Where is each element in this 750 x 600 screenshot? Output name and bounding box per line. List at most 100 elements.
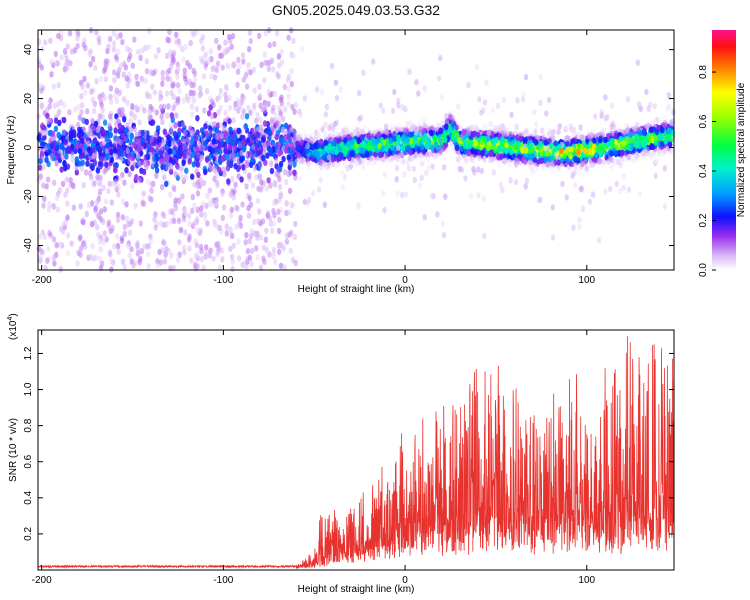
heatmap-cell [36,113,41,120]
heatmap-cell [240,113,245,120]
heatmap-cell [293,101,298,109]
heatmap-cell [173,122,178,129]
heatmap-cell [400,191,405,199]
heatmap-cell [292,169,297,176]
heatmap-cell [129,245,134,253]
heatmap-cell [149,70,155,77]
heatmap-cell [282,83,287,91]
heatmap-cell [671,109,676,116]
heatmap-cell [230,62,236,69]
heatmap-cell [176,65,181,73]
heatmap-cell [74,169,80,176]
heatmap-cell [386,111,391,118]
heatmap-cell [266,65,271,73]
heatmap-cell [240,201,245,208]
heatmap-cell [471,157,476,164]
heatmap-cell [257,140,262,147]
heatmap-cell [121,71,127,78]
heatmap-cell [102,168,107,175]
heatmap-cell [212,175,217,183]
heatmap-cell [613,150,619,157]
heatmap-cell [355,120,361,127]
heatmap-cell [97,148,103,155]
heatmap-cell [45,176,51,183]
heatmap-cell [182,67,187,75]
heatmap-cell [355,154,361,161]
heatmap-cell [274,133,279,141]
heatmap-cell [199,205,204,212]
heatmap-cell [102,206,108,213]
heatmap-cell [199,211,204,218]
heatmap-cell [56,32,61,40]
heatmap-cell [159,158,164,165]
heatmap-cell [272,40,277,48]
heatmap-cell [210,147,216,154]
heatmap-cell [190,193,195,201]
heatmap-cell [246,61,251,69]
heatmap-cell [621,184,626,192]
heatmap-cell [284,178,289,186]
heatmap-cell [156,47,161,54]
heatmap-cell [378,151,383,159]
heatmap-cell [105,153,110,160]
heatmap-cell [193,135,199,142]
heatmap-cell [107,35,113,43]
heatmap-cell [236,255,242,262]
heatmap-cell [214,37,219,45]
heatmap-cell [171,159,176,166]
heatmap-cell [153,53,159,60]
heatmap-cell [160,80,165,88]
heatmap-cell [441,232,447,239]
heatmap-cell [41,124,46,131]
heatmap-cell [192,202,197,209]
heatmap-cell [81,182,86,189]
heatmap-cell [241,108,246,115]
heatmap-cell [171,104,176,112]
heatmap-cell [243,239,248,246]
heatmap-cell [195,161,200,168]
heatmap-cell [338,171,344,178]
heatmap-cell [241,164,246,171]
heatmap-cell [64,55,70,63]
heatmap-cell [109,148,114,155]
heatmap-cell [113,166,118,174]
heatmap-cell [249,228,254,235]
heatmap-cell [47,117,52,124]
heatmap-cell [72,106,78,113]
heatmap-cell [259,61,264,68]
heatmap-cell [256,149,261,157]
heatmap-cell [563,135,569,143]
heatmap-cell [77,235,83,242]
heatmap-cell [456,103,461,110]
heatmap-cell [246,172,252,180]
heatmap-cell [258,162,263,169]
heatmap-cell [203,123,208,130]
heatmap-cell [654,158,659,166]
heatmap-cell [135,245,141,252]
heatmap-cell [412,176,417,184]
heatmap-cell [244,232,249,239]
spectrogram-heatmap [36,26,676,273]
heatmap-cell [192,261,198,269]
heatmap-cell [104,236,109,243]
heatmap-cell [501,96,507,104]
heatmap-cell [473,148,478,156]
heatmap-cell [339,141,344,148]
heatmap-cell [161,138,166,145]
heatmap-cell [183,43,188,50]
heatmap-cell [116,137,121,144]
heatmap-cell [279,48,285,55]
heatmap-cell [218,87,223,95]
heatmap-cell [293,259,298,267]
heatmap-cell [254,117,259,124]
heatmap-cell [360,163,366,171]
heatmap-cell [395,155,400,162]
heatmap-cell [41,129,47,137]
heatmap-cell [95,231,101,238]
heatmap-cell [432,152,437,160]
heatmap-cell [249,150,254,158]
heatmap-cell [132,126,137,133]
heatmap-cell [84,210,90,218]
heatmap-cell [496,161,501,168]
heatmap-cell [598,137,603,144]
